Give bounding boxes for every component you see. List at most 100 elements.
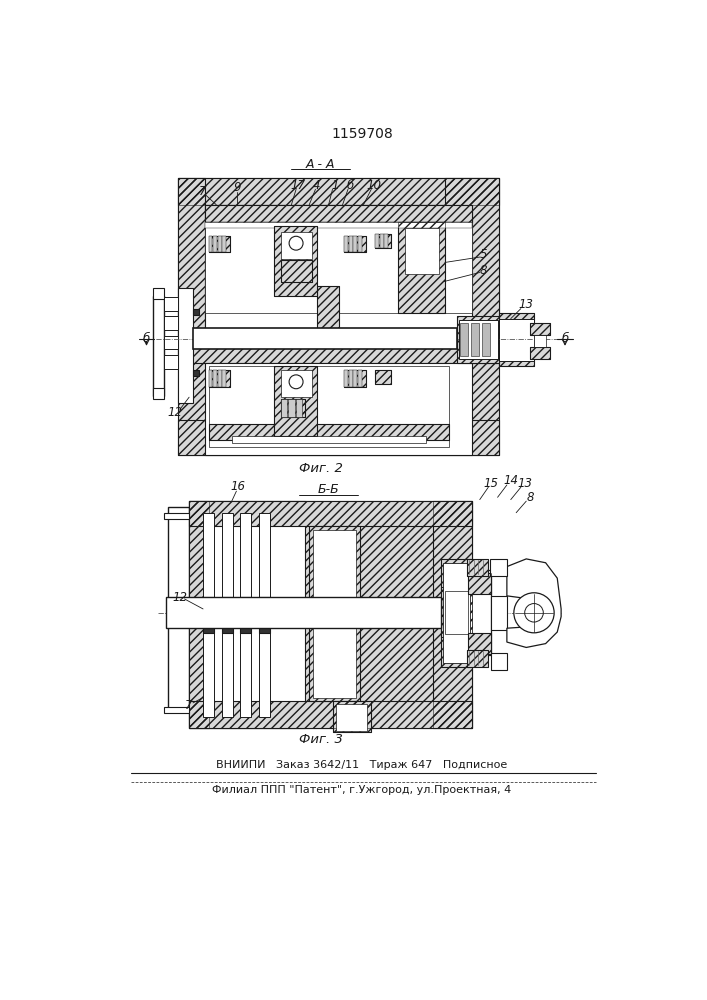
Bar <box>177 178 499 205</box>
Bar <box>534 335 546 347</box>
Bar <box>204 222 472 228</box>
Text: 10: 10 <box>366 179 381 192</box>
Text: 1: 1 <box>331 179 339 192</box>
Bar <box>375 370 391 384</box>
Bar <box>240 597 251 604</box>
Text: 14: 14 <box>503 474 518 487</box>
Polygon shape <box>507 559 561 647</box>
Circle shape <box>514 593 554 633</box>
Text: 1159708: 1159708 <box>331 127 393 141</box>
Bar <box>472 323 479 356</box>
Bar <box>332 701 371 732</box>
Bar <box>209 370 230 387</box>
Bar <box>193 370 199 376</box>
Bar <box>177 288 193 403</box>
Bar <box>218 370 222 387</box>
Bar <box>375 234 391 248</box>
Text: б: б <box>561 332 568 345</box>
Text: 8: 8 <box>527 491 534 504</box>
Bar <box>163 513 189 519</box>
Bar <box>404 228 438 274</box>
Bar <box>177 178 499 455</box>
Text: 5: 5 <box>480 248 487 261</box>
Bar <box>467 650 489 667</box>
Bar <box>344 235 366 252</box>
Bar <box>459 320 498 359</box>
Bar <box>222 627 233 633</box>
Bar <box>309 526 360 701</box>
Bar <box>433 501 472 728</box>
Bar <box>204 205 472 222</box>
Bar <box>203 627 214 633</box>
Bar <box>344 235 366 252</box>
Bar <box>274 366 317 436</box>
Bar <box>358 235 362 252</box>
Circle shape <box>289 375 303 389</box>
Bar <box>177 420 499 455</box>
Bar <box>218 235 222 252</box>
Bar <box>445 591 468 634</box>
Bar <box>530 323 549 335</box>
Bar <box>163 316 177 330</box>
Bar <box>203 597 214 604</box>
Text: 12: 12 <box>173 591 187 604</box>
Bar <box>177 178 204 347</box>
Bar <box>358 370 362 387</box>
Bar <box>189 701 472 728</box>
Bar <box>337 704 368 731</box>
Bar <box>281 399 287 417</box>
Bar <box>274 226 317 296</box>
Bar <box>177 178 499 205</box>
Bar <box>457 316 499 363</box>
Bar <box>189 701 472 728</box>
Bar <box>313 530 356 698</box>
Bar <box>296 399 303 417</box>
Bar <box>193 309 199 315</box>
Bar <box>491 596 507 630</box>
Bar <box>168 507 189 711</box>
Bar <box>153 288 163 299</box>
Bar <box>163 355 177 369</box>
Bar <box>209 366 449 447</box>
Bar <box>491 653 507 670</box>
Bar <box>445 178 499 347</box>
Bar <box>349 235 353 252</box>
Text: 7: 7 <box>199 185 207 198</box>
Bar <box>530 347 549 359</box>
Text: 4: 4 <box>313 179 321 192</box>
Bar <box>281 260 312 282</box>
Bar <box>177 339 499 363</box>
Text: 8: 8 <box>480 264 487 277</box>
Bar <box>153 388 163 399</box>
Bar <box>209 424 449 440</box>
Bar <box>222 513 233 717</box>
Bar <box>177 420 499 455</box>
Bar <box>349 370 353 387</box>
Bar <box>468 573 491 594</box>
Text: Филиал ППП "Патент", г.Ужгород, ул.Проектная, 4: Филиал ППП "Патент", г.Ужгород, ул.Проек… <box>212 785 512 795</box>
Bar <box>240 627 251 633</box>
Bar <box>274 366 317 436</box>
Circle shape <box>525 604 543 622</box>
Bar <box>222 597 233 604</box>
Bar <box>281 370 312 397</box>
Bar <box>441 587 472 637</box>
Bar <box>274 226 317 296</box>
Bar <box>344 370 366 387</box>
Bar <box>281 232 312 259</box>
Text: 9: 9 <box>233 181 241 194</box>
Bar <box>332 701 371 732</box>
Bar <box>530 323 549 335</box>
Bar <box>213 370 217 387</box>
Bar <box>467 559 489 576</box>
Bar <box>163 707 189 713</box>
Circle shape <box>289 236 303 250</box>
Bar <box>441 559 472 667</box>
Bar <box>344 370 366 387</box>
Bar <box>163 297 177 311</box>
Bar <box>232 436 426 443</box>
Text: 16: 16 <box>230 480 245 493</box>
Bar <box>433 501 472 728</box>
Bar <box>209 235 212 252</box>
Bar <box>467 559 489 576</box>
